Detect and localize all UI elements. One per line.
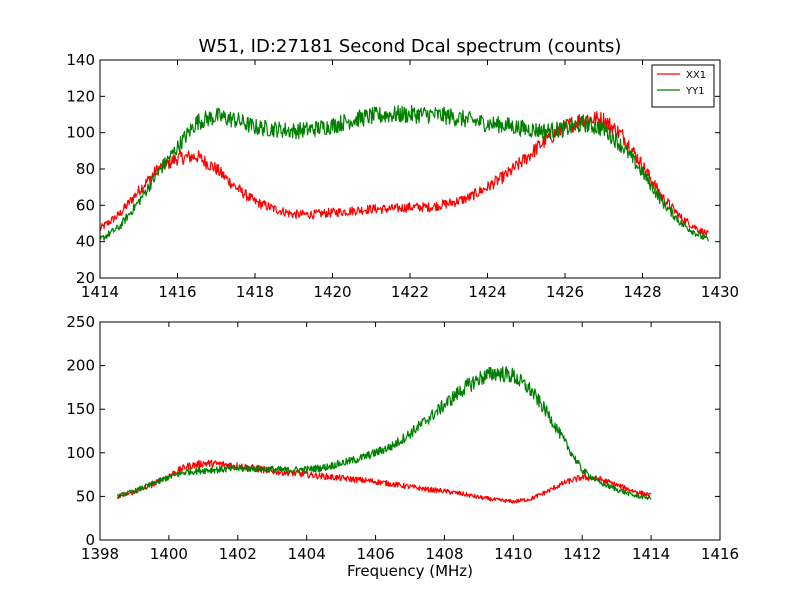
bottom-panel: 1398 1400 1402 1404 1406 1408 1410 1412 1414 1416…: [66, 313, 739, 563]
top-panel: 1414 1416 1418 1420 1422 1424 1426 1428 1430 20 40…: [66, 51, 739, 301]
series-line-p1-s1: [116, 366, 652, 501]
y-tick-label: 120: [66, 87, 95, 105]
y-tick-label: 50: [76, 487, 95, 505]
legend-label: YY1: [685, 86, 705, 97]
x-tick-label: 1424: [468, 283, 506, 301]
x-tick-label: 1418: [236, 283, 274, 301]
plot-frame: [99, 321, 721, 541]
x-tick-label: 1414: [632, 545, 670, 563]
y-tick-label: 150: [66, 400, 95, 418]
x-tick-label: 1414: [81, 283, 119, 301]
x-tick-label: 1430: [701, 283, 739, 301]
y-tick-label: 20: [76, 269, 95, 287]
x-tick-label: 1416: [158, 283, 196, 301]
x-tick-label: 1428: [623, 283, 661, 301]
x-tick-label: 1420: [313, 283, 351, 301]
x-tick-label: 1408: [425, 545, 463, 563]
x-axis-label: Frequency (MHz): [347, 562, 473, 580]
y-tick-label: 100: [66, 444, 95, 462]
series-line-xx1: [100, 111, 709, 237]
y-tick-label: 80: [76, 160, 95, 178]
series-line-yy1: [100, 104, 709, 242]
x-tick-label: 1404: [288, 545, 326, 563]
y-tick-label: 200: [66, 357, 95, 375]
x-tick-label: 1416: [701, 545, 739, 563]
y-tick-label: 40: [76, 233, 95, 251]
x-tick-label: 1406: [356, 545, 394, 563]
x-tick-label: 1426: [546, 283, 584, 301]
chart-title: W51, ID:27181 Second Dcal spectrum (coun…: [199, 36, 622, 57]
x-tick-label: 1422: [391, 283, 429, 301]
legend-label: XX1: [686, 70, 706, 81]
y-tick-label: 140: [66, 51, 95, 69]
y-tick-label: 100: [66, 124, 95, 142]
series-line-p1-s0: [117, 459, 652, 504]
y-tick-label: 0: [85, 531, 95, 549]
x-tick-label: 1412: [563, 545, 601, 563]
x-tick-label: 1398: [81, 545, 119, 563]
y-tick-label: 60: [76, 196, 95, 214]
x-tick-label: 1402: [219, 545, 257, 563]
plot-frame: [99, 59, 721, 279]
y-tick-label: 250: [66, 313, 95, 331]
x-tick-label: 1410: [494, 545, 532, 563]
x-tick-label: 1400: [150, 545, 188, 563]
